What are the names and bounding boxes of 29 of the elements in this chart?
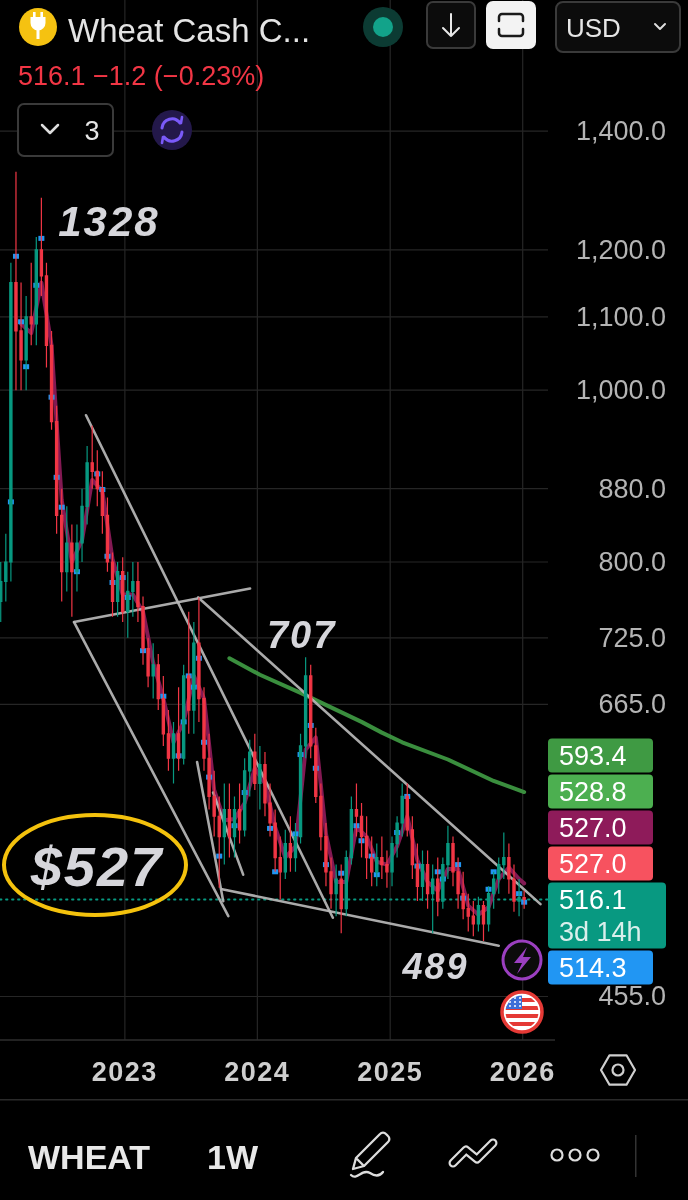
text: WHEAT: [28, 1138, 151, 1176]
chart-title: Wheat Cash C...: [68, 11, 311, 49]
y-tick-label: 725.0: [598, 622, 666, 653]
y-tick-label: 665.0: [598, 689, 666, 720]
text: 527.0: [559, 849, 627, 880]
y-tick-label: 880.0: [598, 473, 666, 504]
data-label: 527.0: [559, 813, 627, 844]
x-tick-label: 2025: [357, 1057, 424, 1087]
y-tick-label: 1,000.0: [575, 375, 666, 406]
text: 1W: [207, 1138, 259, 1176]
text: USD: [566, 13, 621, 43]
x-tick-label: 2024: [224, 1057, 291, 1087]
ref-line-label: 516.1 3d 14h: [559, 885, 642, 948]
text: 516.1 −1.2 (−0.23%): [18, 61, 265, 91]
annotation: 3: [84, 116, 100, 146]
y-tick-label: 800.0: [598, 547, 666, 578]
text: 528.8: [559, 777, 627, 808]
y-tick-label: 1,400.0: [575, 116, 666, 147]
y-tick-label: 1,200.0: [575, 234, 666, 265]
annotation: 1328: [58, 198, 160, 246]
annotation: $527: [29, 834, 165, 898]
annotation: 707: [266, 614, 337, 657]
data-label: 593.4: [559, 741, 627, 772]
y-tick-label: 1,100.0: [575, 301, 666, 332]
data-label: 514.3: [559, 953, 627, 984]
y-tick-label: 455.0: [598, 981, 666, 1012]
x-tick-label: 2023: [91, 1057, 158, 1087]
annotation: 489: [401, 945, 469, 987]
x-tick-label: 2026: [489, 1057, 556, 1087]
